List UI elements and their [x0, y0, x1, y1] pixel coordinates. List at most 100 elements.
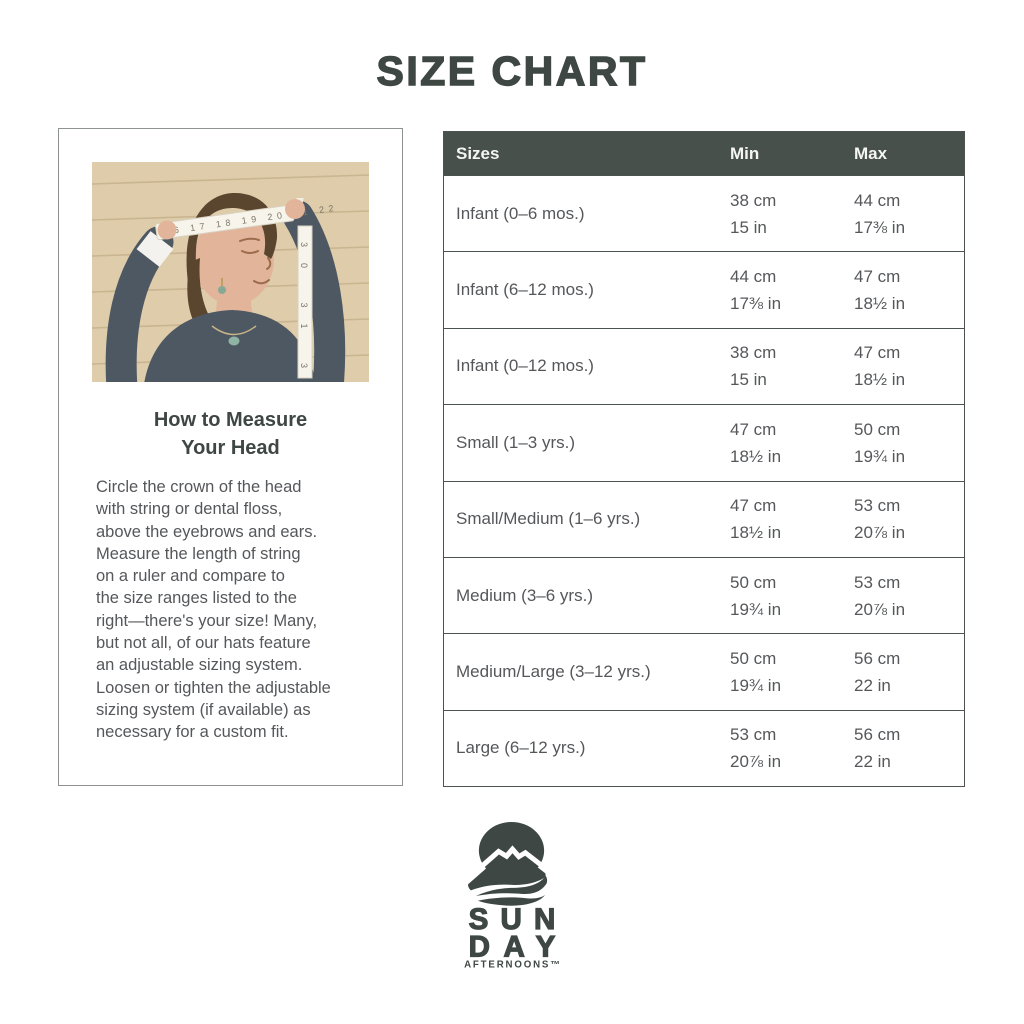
max-cm-value: 47 cm — [854, 343, 901, 363]
min-in-value: 19¾ in — [730, 675, 782, 695]
eyebrow — [239, 237, 260, 242]
max-in-value: 19¾ in — [854, 446, 906, 466]
table-row: Medium/Large (3–12 yrs.) 50 cm 19¾ in 56… — [444, 633, 964, 709]
cell-max: 47 cm 18½ in — [854, 252, 964, 327]
cell-max: 53 cm 20⅞ in — [854, 558, 964, 633]
cell-min: 50 cm 19¾ in — [730, 558, 854, 633]
max-cm-value: 50 cm — [854, 419, 901, 439]
brand-logo: SUN DAY AFTERNOONS™ — [459, 821, 565, 969]
measure-heading: How to Measure Your Head — [59, 406, 402, 462]
cell-size-label: Infant (0–6 mos.) — [456, 203, 585, 223]
hanging-tape-numbers: 30 31 32 33 — [299, 242, 309, 382]
cell-max: 56 cm 22 in — [854, 711, 964, 786]
page-title: SIZE CHART — [376, 47, 648, 94]
max-in-value: 20⅞ in — [854, 523, 906, 543]
logo-text-afternoons: AFTERNOONS™ — [464, 959, 560, 969]
cell-size-label: Medium/Large (3–12 yrs.) — [456, 661, 651, 681]
eye — [241, 250, 259, 254]
cell-min: 38 cm 15 in — [730, 176, 854, 251]
min-in-value: 19¾ in — [730, 599, 782, 619]
cell-min: 38 cm 15 in — [730, 329, 854, 404]
cell-min: 44 cm 17⅜ in — [730, 252, 854, 327]
table-row: Infant (6–12 mos.) 44 cm 17⅜ in 47 cm 18… — [444, 251, 964, 327]
cell-max: 50 cm 19¾ in — [854, 405, 964, 480]
max-cm-value: 44 cm — [854, 190, 901, 210]
face — [239, 237, 272, 285]
min-in-value: 20⅞ in — [730, 752, 782, 772]
max-in-value: 17⅜ in — [854, 217, 906, 237]
measure-panel: 16 17 18 19 20 21 22 30 31 32 33 How to … — [58, 128, 403, 786]
min-cm-value: 53 cm — [730, 725, 777, 745]
max-cm-value: 53 cm — [854, 572, 901, 592]
cell-min: 50 cm 19¾ in — [730, 634, 854, 709]
table-row: Large (6–12 yrs.) 53 cm 20⅞ in 56 cm 22 … — [444, 709, 964, 786]
cell-max: 47 cm 18½ in — [854, 329, 964, 404]
cell-max: 44 cm 17⅜ in — [854, 176, 964, 251]
how-to-measure-photo: 16 17 18 19 20 21 22 30 31 32 33 — [92, 162, 369, 382]
size-table-body: Infant (0–6 mos.) 38 cm 15 in 44 cm 17⅜ … — [444, 175, 964, 786]
header-col-max: Max — [854, 143, 888, 163]
cell-size-label: Small/Medium (1–6 yrs.) — [456, 509, 641, 529]
cell-size-label: Medium (3–6 yrs.) — [456, 585, 593, 605]
torso — [144, 310, 316, 382]
table-row: Infant (0–12 mos.) 38 cm 15 in 47 cm 18½… — [444, 327, 964, 404]
min-cm-value: 47 cm — [730, 496, 777, 516]
size-table-header: Sizes Min Max — [444, 132, 964, 175]
table-row: Small (1–3 yrs.) 47 cm 18½ in 50 cm 19¾ … — [444, 404, 964, 480]
max-cm-value: 53 cm — [854, 496, 901, 516]
cell-size-label: Infant (0–12 mos.) — [456, 356, 594, 376]
sun-mountain-river-mark — [466, 821, 549, 906]
hanging-tape: 30 31 32 33 — [297, 225, 313, 382]
max-in-value: 22 in — [854, 675, 891, 695]
cell-min: 47 cm 18½ in — [730, 482, 854, 557]
shirt-cuff — [136, 231, 174, 267]
min-in-value: 17⅜ in — [730, 294, 782, 314]
min-cm-value: 50 cm — [730, 648, 777, 668]
min-cm-value: 38 cm — [730, 190, 777, 210]
cell-size-label: Small (1–3 yrs.) — [456, 432, 576, 452]
max-in-value: 18½ in — [854, 294, 906, 314]
table-row: Infant (0–6 mos.) 38 cm 15 in 44 cm 17⅜ … — [444, 175, 964, 251]
max-cm-value: 47 cm — [854, 267, 901, 287]
table-row: Small/Medium (1–6 yrs.) 47 cm 18½ in 53 … — [444, 480, 964, 557]
min-in-value: 15 in — [730, 370, 767, 390]
cell-max: 53 cm 20⅞ in — [854, 482, 964, 557]
max-cm-value: 56 cm — [854, 725, 901, 745]
min-in-value: 15 in — [730, 217, 767, 237]
table-row: Medium (3–6 yrs.) 50 cm 19¾ in 53 cm 20⅞… — [444, 556, 964, 633]
min-cm-value: 47 cm — [730, 419, 777, 439]
measure-heading-line2: Your Head — [181, 437, 280, 459]
logo-text-day: DAY — [469, 931, 556, 964]
min-cm-value: 38 cm — [730, 343, 777, 363]
cell-size-label: Large (6–12 yrs.) — [456, 738, 586, 758]
nose — [266, 257, 272, 270]
cell-max: 56 cm 22 in — [854, 634, 964, 709]
sunday-afternoons-logo-icon: SUN DAY AFTERNOONS™ — [464, 821, 560, 969]
earring — [218, 278, 226, 294]
right-hand — [285, 199, 305, 219]
max-in-value: 20⅞ in — [854, 599, 906, 619]
min-cm-value: 50 cm — [730, 572, 777, 592]
min-in-value: 18½ in — [730, 446, 782, 466]
header-col-min: Min — [730, 143, 760, 163]
hair-back — [187, 258, 216, 334]
logo-text-sun: SUN — [469, 903, 556, 936]
measure-heading-line1: How to Measure — [153, 409, 308, 431]
min-in-value: 18½ in — [730, 523, 782, 543]
measure-photo-illustration: 16 17 18 19 20 21 22 30 31 32 33 — [92, 162, 369, 382]
smile — [253, 279, 270, 285]
pendant — [228, 336, 240, 346]
max-in-value: 22 in — [854, 752, 891, 772]
measure-instructions: Circle the crown of the head with string… — [96, 478, 331, 742]
size-table: Sizes Min Max Infant (0–6 mos.) 38 cm 15… — [443, 131, 965, 787]
cell-min: 47 cm 18½ in — [730, 405, 854, 480]
max-in-value: 18½ in — [854, 370, 906, 390]
cell-size-label: Infant (6–12 mos.) — [456, 280, 594, 300]
header-col-sizes: Sizes — [456, 143, 500, 163]
necklace — [211, 325, 257, 336]
min-cm-value: 44 cm — [730, 267, 777, 287]
left-hand — [157, 220, 177, 240]
max-cm-value: 56 cm — [854, 648, 901, 668]
cell-min: 53 cm 20⅞ in — [730, 711, 854, 786]
